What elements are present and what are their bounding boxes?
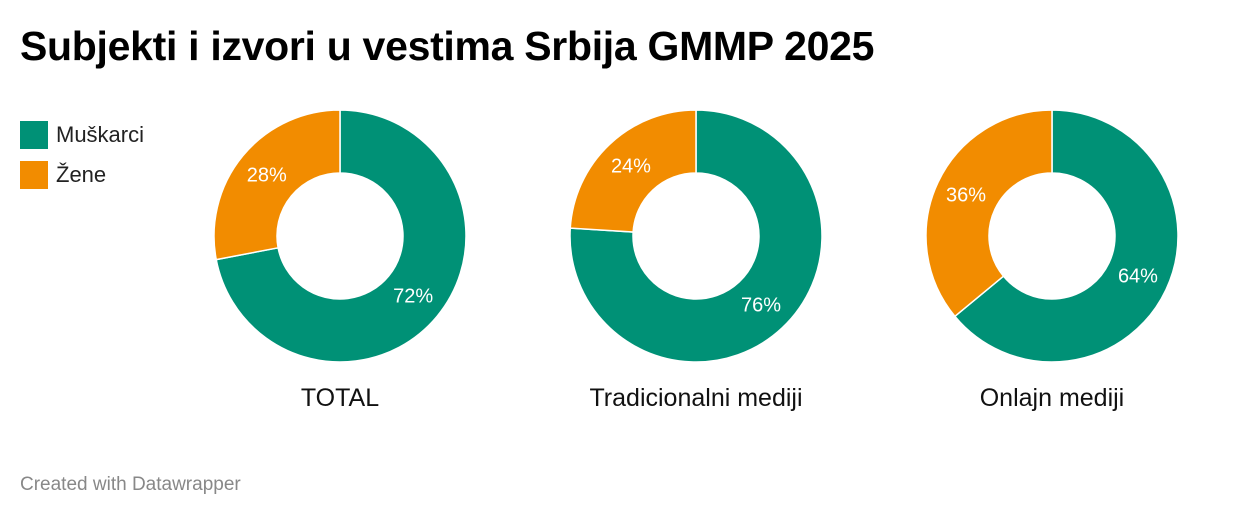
legend-swatch-muskarci — [20, 121, 48, 149]
slice-tradicionalni-mediji-muskarci — [569, 109, 823, 363]
legend-label-muskarci: Muškarci — [56, 122, 145, 147]
chart-title: Subjekti i izvori u vestima Srbija GMMP … — [20, 23, 875, 69]
donut-label-onlajn-mediji: Onlajn mediji — [980, 384, 1125, 412]
legend-label-zene: Žene — [56, 162, 107, 187]
data-label-tradicionalni-mediji-muskarci: 76% — [741, 294, 781, 316]
donut-tradicionalni-mediji: 76% 24% Tradicionalni mediji — [569, 109, 823, 412]
donut-label-total: TOTAL — [301, 384, 379, 412]
slice-onlajn-mediji-muskarci — [953, 109, 1179, 363]
data-label-total-zene: 28% — [247, 164, 287, 186]
data-label-total-muskarci: 72% — [393, 286, 433, 308]
legend-item-zene: Žene — [20, 160, 144, 190]
slice-tradicionalni-mediji-zene — [569, 109, 697, 233]
legend-item-muskarci: Muškarci — [20, 120, 144, 150]
slice-onlajn-mediji-zene — [925, 109, 1053, 318]
slice-total-zene — [213, 109, 341, 261]
donut-total: 72% 28% TOTAL — [213, 109, 467, 412]
donut-label-tradicionalni-mediji: Tradicionalni mediji — [589, 384, 802, 412]
legend-swatch-zene — [20, 161, 48, 189]
data-label-onlajn-mediji-muskarci: 64% — [1118, 265, 1158, 287]
data-label-tradicionalni-mediji-zene: 24% — [611, 156, 651, 178]
footer-credit: Created with Datawrapper — [20, 474, 241, 495]
data-label-onlajn-mediji-zene: 36% — [946, 185, 986, 207]
donut-onlajn-mediji: 64% 36% Onlajn mediji — [925, 109, 1179, 412]
slice-total-muskarci — [215, 109, 467, 363]
legend: Muškarci Žene — [20, 120, 144, 200]
